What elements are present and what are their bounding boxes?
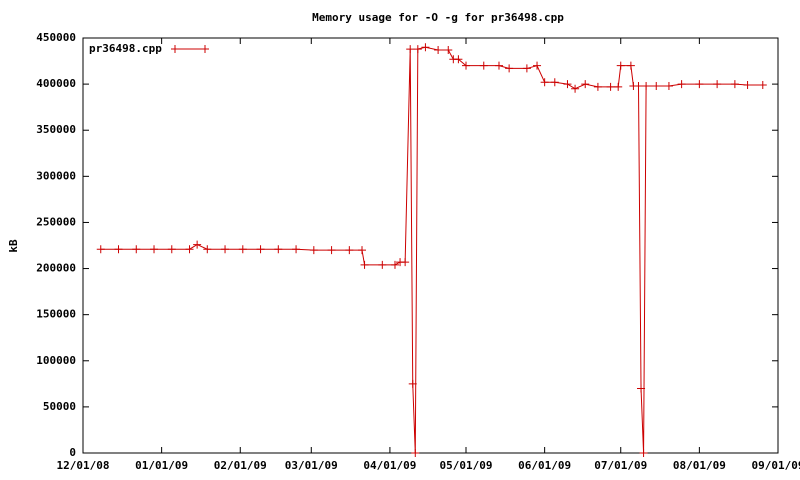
y-tick-label: 450000 (36, 31, 76, 44)
point (593, 82, 602, 91)
point (193, 240, 202, 249)
point (540, 78, 549, 87)
point (626, 61, 635, 70)
point (550, 78, 559, 87)
point (132, 245, 141, 254)
y-tick-label: 100000 (36, 354, 76, 367)
point (730, 80, 739, 89)
point (616, 61, 625, 70)
point (292, 245, 301, 254)
point (406, 45, 415, 54)
point (401, 258, 410, 267)
point (581, 80, 590, 89)
point (677, 80, 686, 89)
x-tick-label: 08/01/09 (673, 459, 726, 472)
point (238, 245, 247, 254)
point (434, 45, 443, 54)
point (533, 61, 542, 70)
point (652, 81, 661, 90)
point (327, 246, 336, 255)
point (454, 55, 463, 64)
point (639, 449, 648, 457)
point (695, 80, 704, 89)
point (462, 61, 471, 70)
point (642, 81, 651, 90)
series-line (100, 46, 763, 454)
point (664, 81, 673, 90)
point (390, 260, 399, 269)
point (256, 245, 265, 254)
point (345, 246, 354, 255)
point (563, 80, 572, 89)
point (167, 245, 176, 254)
point (421, 43, 430, 52)
y-tick-label: 250000 (36, 215, 76, 228)
point (571, 84, 580, 93)
y-tick-label: 300000 (36, 169, 76, 182)
point (221, 245, 230, 254)
point (606, 82, 615, 91)
x-tick-label: 05/01/09 (440, 459, 493, 472)
chart-title: Memory usage for -O -g for pr36498.cpp (312, 11, 564, 24)
x-tick-label: 02/01/09 (214, 459, 267, 472)
point (758, 81, 767, 90)
point (309, 246, 318, 255)
point (411, 449, 420, 457)
point (494, 61, 503, 70)
point (114, 245, 123, 254)
point (505, 64, 514, 73)
y-tick-label: 50000 (43, 400, 76, 413)
point (522, 64, 531, 73)
y-tick-label: 150000 (36, 308, 76, 321)
point (637, 384, 646, 393)
y-tick-label: 200000 (36, 262, 76, 275)
point (360, 260, 369, 269)
point (150, 245, 159, 254)
point (358, 246, 367, 255)
y-tick-label: 400000 (36, 77, 76, 90)
x-tick-label: 07/01/09 (594, 459, 647, 472)
legend-marker (171, 45, 209, 53)
point (96, 245, 105, 254)
legend-label: pr36498.cpp (89, 42, 162, 55)
y-tick-label: 0 (69, 446, 76, 459)
point (413, 45, 422, 54)
point (479, 61, 488, 70)
point (634, 81, 643, 90)
x-tick-label: 03/01/09 (285, 459, 338, 472)
y-tick-label: 350000 (36, 123, 76, 136)
y-axis-label: kB (7, 239, 20, 253)
point (743, 81, 752, 90)
x-tick-label: 04/01/09 (363, 459, 416, 472)
x-tick-label: 12/01/08 (57, 459, 110, 472)
x-tick-label: 09/01/09 (752, 459, 800, 472)
point (378, 260, 387, 269)
plot-frame (82, 37, 779, 454)
point (713, 80, 722, 89)
point (274, 245, 283, 254)
point (185, 245, 194, 254)
point (444, 45, 453, 54)
x-tick-label: 06/01/09 (518, 459, 571, 472)
point (614, 82, 623, 91)
point (408, 379, 417, 388)
x-tick-label: 01/01/09 (135, 459, 188, 472)
point (203, 245, 212, 254)
